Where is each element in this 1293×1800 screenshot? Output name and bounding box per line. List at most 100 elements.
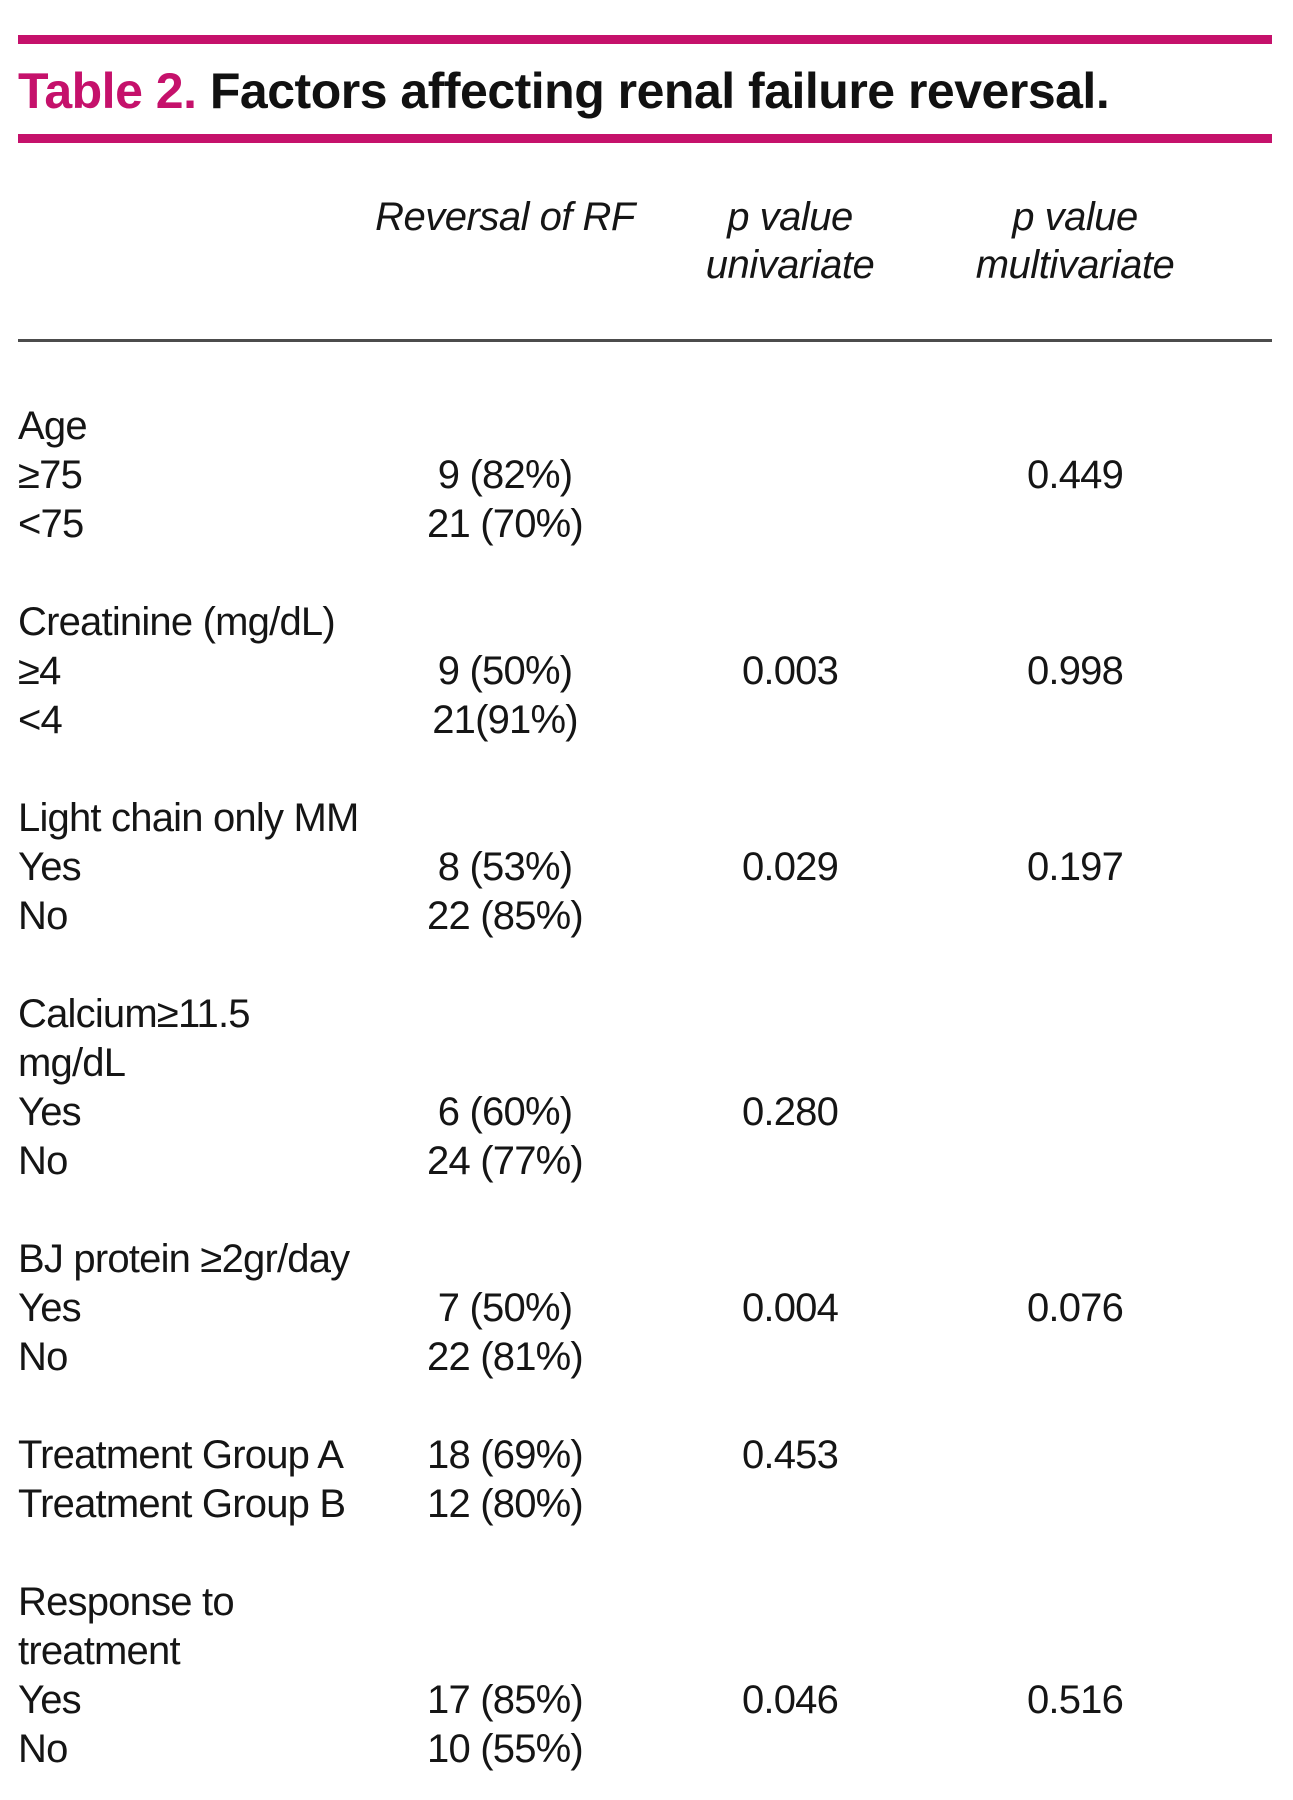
table-title: Table 2. Factors affecting renal failure… xyxy=(18,66,1272,116)
factor-group-age: Age ≥75 9 (82%) 0.449 <75 21 (70%) xyxy=(18,402,1293,549)
factor-group-treatment: Treatment Group A 18 (69%) 0.453 Treatme… xyxy=(18,1431,1293,1529)
group-heading-row: Response to treatment xyxy=(18,1578,1293,1676)
group-heading-row: Calcium≥11.5 mg/dL xyxy=(18,990,1293,1088)
factor-cell: No xyxy=(18,894,68,938)
factor-cell: <75 xyxy=(18,502,84,546)
p-univariate-cell xyxy=(650,696,930,745)
reversal-cell: 21(91%) xyxy=(432,698,578,742)
reversal-cell: 7 (50%) xyxy=(437,1286,573,1330)
header-spacer xyxy=(18,193,360,289)
reversal-cell: 12 (80%) xyxy=(427,1482,584,1526)
table-row: Treatment Group B 12 (80%) xyxy=(18,1480,1293,1529)
column-header-reversal-label: Reversal of RF xyxy=(375,195,635,239)
table-row: Yes 7 (50%) 0.004 0.076 xyxy=(18,1284,1293,1333)
factor-cell: Yes xyxy=(18,1286,82,1330)
column-header-reversal: Reversal of RF xyxy=(360,193,650,289)
factor-cell: No xyxy=(18,1335,68,1379)
table-row: Yes 6 (60%) 0.280 xyxy=(18,1088,1293,1137)
p-multivariate-cell xyxy=(930,1137,1220,1186)
factor-cell: ≥75 xyxy=(18,453,83,497)
table-row: No 22 (81%) xyxy=(18,1333,1293,1382)
table-row: ≥4 9 (50%) 0.003 0.998 xyxy=(18,647,1293,696)
factor-cell: Yes xyxy=(18,1678,82,1722)
p-multivariate-cell: 0.197 xyxy=(1026,845,1124,889)
group-heading: Light chain only MM xyxy=(18,796,359,840)
p-univariate-cell: 0.029 xyxy=(741,845,839,889)
p-univariate-line2: univariate xyxy=(705,243,875,287)
column-header-p-univariate: p value univariate xyxy=(650,193,930,289)
factor-cell: Treatment Group A xyxy=(18,1433,344,1477)
second-accent-rule xyxy=(18,134,1272,143)
reversal-cell: 21 (70%) xyxy=(427,502,584,546)
table-row: No 10 (55%) xyxy=(18,1725,1293,1774)
table-row: Treatment Group A 18 (69%) 0.453 xyxy=(18,1431,1293,1480)
table-caption-text: Factors affecting renal failure reversal… xyxy=(209,63,1110,119)
p-univariate-cell: 0.280 xyxy=(741,1090,839,1134)
p-multivariate-line1: p value xyxy=(1012,195,1138,239)
p-univariate-cell: 0.453 xyxy=(741,1433,839,1477)
group-heading: Age xyxy=(18,404,88,448)
reversal-cell: 24 (77%) xyxy=(427,1139,584,1183)
table-row: Yes 8 (53%) 0.029 0.197 xyxy=(18,843,1293,892)
reversal-cell: 10 (55%) xyxy=(427,1727,584,1771)
p-multivariate-cell: 0.998 xyxy=(1026,649,1124,693)
table-number-label: Table 2. xyxy=(18,63,197,119)
group-heading-row: Creatinine (mg/dL) xyxy=(18,598,1293,647)
p-multivariate-cell xyxy=(930,1088,1220,1137)
group-heading: Creatinine (mg/dL) xyxy=(18,600,336,644)
reversal-cell: 22 (85%) xyxy=(427,894,584,938)
p-multivariate-line2: multivariate xyxy=(975,243,1175,287)
p-univariate-cell: 0.003 xyxy=(741,649,839,693)
p-univariate-cell xyxy=(650,892,930,941)
factor-group-bj-protein: BJ protein ≥2gr/day Yes 7 (50%) 0.004 0.… xyxy=(18,1235,1293,1382)
reversal-cell: 22 (81%) xyxy=(427,1335,584,1379)
p-univariate-cell xyxy=(650,1725,930,1774)
group-heading: BJ protein ≥2gr/day xyxy=(18,1237,350,1281)
p-univariate-cell: 0.004 xyxy=(741,1286,839,1330)
reversal-cell: 8 (53%) xyxy=(437,845,573,889)
reversal-cell: 17 (85%) xyxy=(427,1678,584,1722)
group-heading-row: Age xyxy=(18,402,1293,451)
p-univariate-cell xyxy=(650,1137,930,1186)
header-divider-rule xyxy=(18,339,1272,342)
p-univariate-cell xyxy=(650,1480,930,1529)
factor-cell: Yes xyxy=(18,845,82,889)
reversal-cell: 6 (60%) xyxy=(437,1090,573,1134)
p-multivariate-cell: 0.449 xyxy=(1026,453,1124,497)
table-row: <75 21 (70%) xyxy=(18,500,1293,549)
p-univariate-line1: p value xyxy=(727,195,853,239)
factor-cell: <4 xyxy=(18,698,63,742)
table-row: ≥75 9 (82%) 0.449 xyxy=(18,451,1293,500)
factor-cell: Yes xyxy=(18,1090,82,1134)
table-body: Age ≥75 9 (82%) 0.449 <75 21 (70%) Creat… xyxy=(0,402,1293,1774)
p-univariate-cell xyxy=(650,500,930,549)
p-multivariate-cell xyxy=(930,1725,1220,1774)
p-multivariate-cell xyxy=(930,500,1220,549)
factor-group-creatinine: Creatinine (mg/dL) ≥4 9 (50%) 0.003 0.99… xyxy=(18,598,1293,745)
table-row: No 24 (77%) xyxy=(18,1137,1293,1186)
reversal-cell: 18 (69%) xyxy=(427,1433,584,1477)
p-multivariate-cell: 0.516 xyxy=(1026,1678,1124,1722)
p-univariate-cell: 0.046 xyxy=(741,1678,839,1722)
group-heading-row: BJ protein ≥2gr/day xyxy=(18,1235,1293,1284)
table-row: No 22 (85%) xyxy=(18,892,1293,941)
p-multivariate-cell xyxy=(930,696,1220,745)
factor-cell: No xyxy=(18,1727,68,1771)
reversal-cell: 9 (82%) xyxy=(437,453,573,497)
top-accent-rule xyxy=(18,35,1272,44)
p-multivariate-cell xyxy=(930,1333,1220,1382)
p-multivariate-cell xyxy=(930,1431,1220,1480)
column-header-p-multivariate: p value multivariate xyxy=(930,193,1220,289)
p-multivariate-cell xyxy=(930,1480,1220,1529)
factor-cell: Treatment Group B xyxy=(18,1482,346,1526)
table-row: Yes 17 (85%) 0.046 0.516 xyxy=(18,1676,1293,1725)
table-row: <4 21(91%) xyxy=(18,696,1293,745)
group-heading: Calcium≥11.5 mg/dL xyxy=(18,992,251,1085)
column-header-row: Reversal of RF p value univariate p valu… xyxy=(0,193,1293,289)
p-multivariate-cell: 0.076 xyxy=(1026,1286,1124,1330)
factor-group-response: Response to treatment Yes 17 (85%) 0.046… xyxy=(18,1578,1293,1774)
group-heading-row: Light chain only MM xyxy=(18,794,1293,843)
factor-group-calcium: Calcium≥11.5 mg/dL Yes 6 (60%) 0.280 No … xyxy=(18,990,1293,1186)
factor-cell: ≥4 xyxy=(18,649,61,693)
